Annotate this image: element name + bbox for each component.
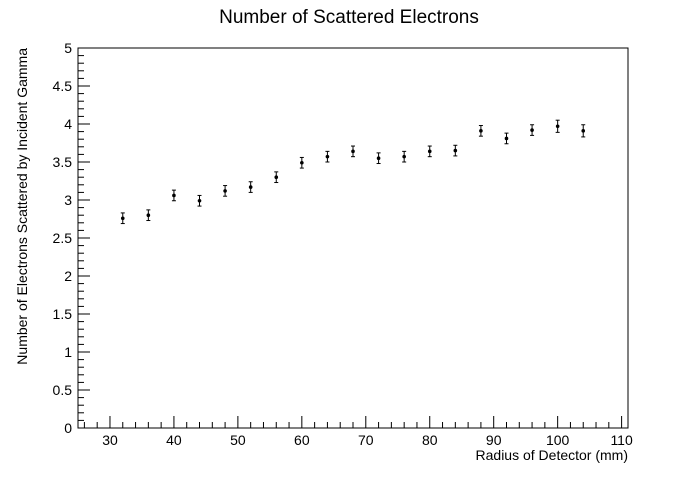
point-marker xyxy=(402,154,406,159)
point-marker xyxy=(223,189,227,193)
x-tick-label: 30 xyxy=(102,432,118,448)
data-point xyxy=(504,132,509,145)
y-tick-label: 2 xyxy=(64,268,72,284)
point-marker xyxy=(146,213,151,217)
y-axis: 0 0.5 1 1.5 2 2.5 3 3.5 4 4.5 5 xyxy=(53,40,90,436)
chart-title: Number of Scattered Electrons xyxy=(219,7,479,28)
point-marker xyxy=(453,148,458,153)
point-marker xyxy=(530,128,534,132)
point-marker xyxy=(325,154,330,159)
x-tick-label: 60 xyxy=(294,432,310,448)
x-axis-label: Radius of Detector (mm) xyxy=(476,447,628,463)
y-axis-label: Number of Electrons Scattered by Inciden… xyxy=(14,48,30,365)
data-point xyxy=(197,194,202,207)
point-marker xyxy=(581,129,586,133)
data-point xyxy=(171,189,176,202)
data-point xyxy=(402,150,407,163)
point-marker xyxy=(120,216,125,221)
point-marker xyxy=(300,160,304,165)
data-point xyxy=(120,212,125,225)
point-marker xyxy=(248,185,253,189)
x-tick-label: 100 xyxy=(546,432,570,448)
y-tick-label: 4 xyxy=(64,116,72,132)
data-point xyxy=(351,145,355,158)
data-point xyxy=(453,144,458,157)
data-point xyxy=(555,119,560,133)
point-marker xyxy=(479,129,483,133)
x-tick-label: 90 xyxy=(486,432,502,448)
y-tick-label: 3.5 xyxy=(53,154,73,170)
data-point xyxy=(376,152,381,165)
point-marker xyxy=(555,124,560,129)
data-point xyxy=(325,150,330,163)
y-tick-label: 2.5 xyxy=(53,230,73,246)
y-tick-label: 4.5 xyxy=(53,78,73,94)
y-tick-label: 0 xyxy=(64,420,72,436)
data-point xyxy=(478,125,483,137)
x-axis: 30 40 50 60 70 80 90 100 110 xyxy=(83,416,633,448)
data-point xyxy=(581,124,586,138)
y-tick-label: 1 xyxy=(64,344,72,360)
point-marker xyxy=(197,198,202,203)
x-tick-label: 70 xyxy=(358,432,374,448)
point-marker xyxy=(351,149,355,154)
x-tick-label: 110 xyxy=(610,432,633,448)
point-marker xyxy=(172,193,176,198)
y-tick-label: 5 xyxy=(64,40,72,56)
data-point xyxy=(248,181,253,193)
data-points xyxy=(120,119,586,225)
plot-frame xyxy=(77,47,629,429)
point-marker xyxy=(376,156,381,160)
x-tick-label: 50 xyxy=(230,432,246,448)
y-tick-label: 0.5 xyxy=(53,382,73,398)
data-point xyxy=(427,145,432,158)
point-marker xyxy=(274,175,279,179)
x-tick-label: 40 xyxy=(166,432,182,448)
data-point xyxy=(530,124,535,136)
data-point xyxy=(223,185,228,197)
data-point xyxy=(299,156,304,169)
data-point xyxy=(146,209,151,222)
y-tick-label: 1.5 xyxy=(53,306,73,322)
point-marker xyxy=(427,149,432,154)
x-tick-label: 80 xyxy=(422,432,438,448)
point-marker xyxy=(504,136,509,141)
y-tick-label: 3 xyxy=(64,192,72,208)
data-point xyxy=(274,171,279,184)
